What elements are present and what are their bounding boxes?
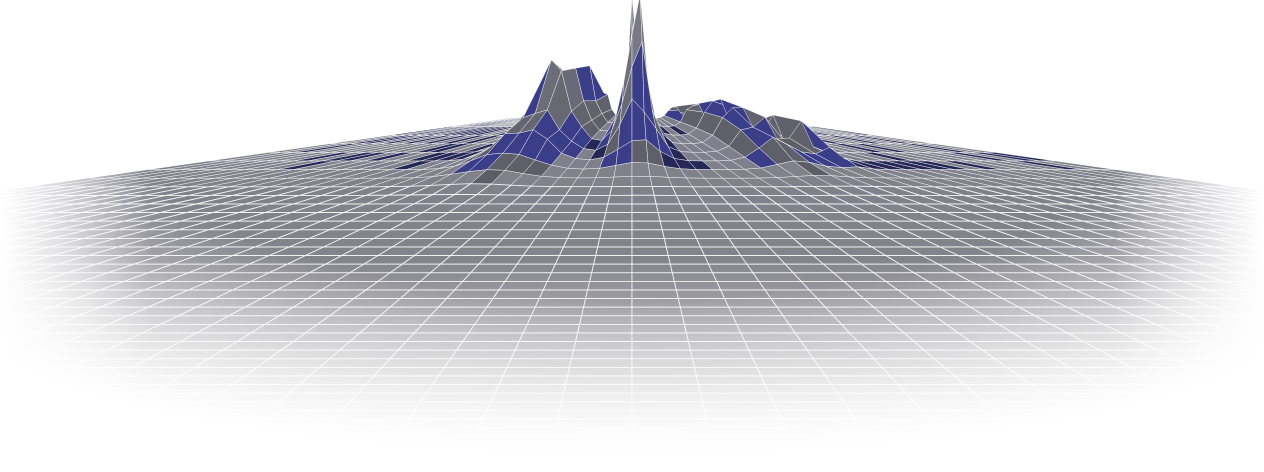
wireframe-terrain: [0, 0, 1264, 472]
side-fade-overlay: [0, 0, 1264, 472]
wireframe-terrain-scene: [0, 0, 1264, 472]
